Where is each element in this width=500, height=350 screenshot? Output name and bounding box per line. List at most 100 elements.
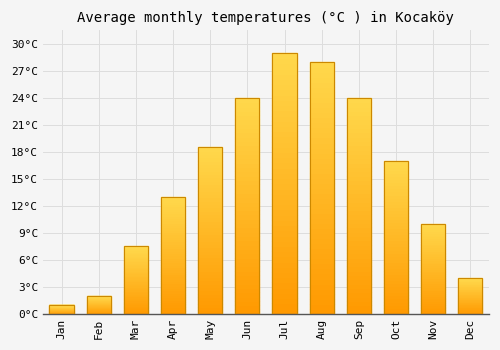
Bar: [236, 111, 260, 115]
Bar: [86, 296, 111, 314]
Bar: [236, 253, 260, 258]
Bar: [198, 177, 222, 181]
Bar: [161, 199, 185, 202]
Bar: [421, 224, 445, 226]
Bar: [347, 249, 371, 253]
Bar: [310, 107, 334, 112]
Bar: [458, 284, 482, 285]
Bar: [384, 167, 408, 170]
Bar: [236, 98, 260, 102]
Bar: [86, 304, 111, 305]
Bar: [198, 234, 222, 237]
Bar: [236, 124, 260, 128]
Bar: [384, 161, 408, 164]
Bar: [272, 131, 296, 136]
Bar: [124, 298, 148, 299]
Bar: [310, 248, 334, 253]
Bar: [347, 145, 371, 150]
Bar: [236, 115, 260, 119]
Bar: [421, 249, 445, 251]
Bar: [384, 271, 408, 274]
Bar: [310, 72, 334, 77]
Bar: [124, 264, 148, 265]
Bar: [421, 289, 445, 290]
Bar: [421, 260, 445, 261]
Bar: [384, 234, 408, 237]
Bar: [347, 296, 371, 301]
Bar: [198, 244, 222, 247]
Bar: [272, 209, 296, 215]
Bar: [347, 158, 371, 163]
Bar: [236, 309, 260, 314]
Bar: [272, 136, 296, 142]
Bar: [198, 254, 222, 257]
Bar: [236, 288, 260, 292]
Bar: [198, 290, 222, 294]
Bar: [347, 98, 371, 314]
Bar: [198, 191, 222, 194]
Bar: [161, 216, 185, 218]
Bar: [236, 145, 260, 150]
Bar: [124, 275, 148, 276]
Bar: [458, 298, 482, 299]
Bar: [86, 302, 111, 303]
Bar: [310, 273, 334, 279]
Bar: [384, 191, 408, 195]
Bar: [198, 151, 222, 154]
Bar: [384, 262, 408, 265]
Bar: [272, 121, 296, 126]
Bar: [421, 285, 445, 287]
Bar: [161, 255, 185, 258]
Bar: [198, 297, 222, 300]
Bar: [236, 184, 260, 189]
Bar: [161, 227, 185, 230]
Bar: [124, 272, 148, 273]
Bar: [421, 245, 445, 247]
Bar: [421, 238, 445, 240]
Bar: [421, 305, 445, 307]
Bar: [236, 232, 260, 236]
Bar: [310, 102, 334, 107]
Bar: [310, 158, 334, 163]
Bar: [310, 203, 334, 208]
Bar: [86, 297, 111, 298]
Bar: [161, 251, 185, 253]
Bar: [347, 202, 371, 206]
Bar: [310, 233, 334, 238]
Bar: [310, 183, 334, 188]
Bar: [198, 310, 222, 314]
Bar: [384, 197, 408, 201]
Bar: [421, 229, 445, 231]
Bar: [421, 254, 445, 256]
Bar: [384, 268, 408, 271]
Bar: [272, 298, 296, 303]
Bar: [421, 244, 445, 245]
Bar: [310, 218, 334, 223]
Bar: [421, 290, 445, 292]
Bar: [272, 225, 296, 230]
Bar: [347, 309, 371, 314]
Bar: [124, 249, 148, 250]
Bar: [198, 271, 222, 274]
Bar: [384, 237, 408, 240]
Bar: [161, 302, 185, 304]
Bar: [198, 240, 222, 244]
Bar: [272, 261, 296, 267]
Bar: [310, 117, 334, 122]
Bar: [161, 237, 185, 239]
Bar: [124, 287, 148, 288]
Bar: [161, 286, 185, 288]
Bar: [272, 241, 296, 246]
Bar: [236, 171, 260, 176]
Bar: [124, 284, 148, 286]
Bar: [198, 304, 222, 307]
Bar: [310, 62, 334, 314]
Bar: [161, 197, 185, 199]
Bar: [86, 307, 111, 308]
Bar: [124, 313, 148, 314]
Bar: [198, 260, 222, 264]
Bar: [347, 232, 371, 236]
Bar: [310, 304, 334, 309]
Bar: [236, 180, 260, 184]
Bar: [347, 137, 371, 141]
